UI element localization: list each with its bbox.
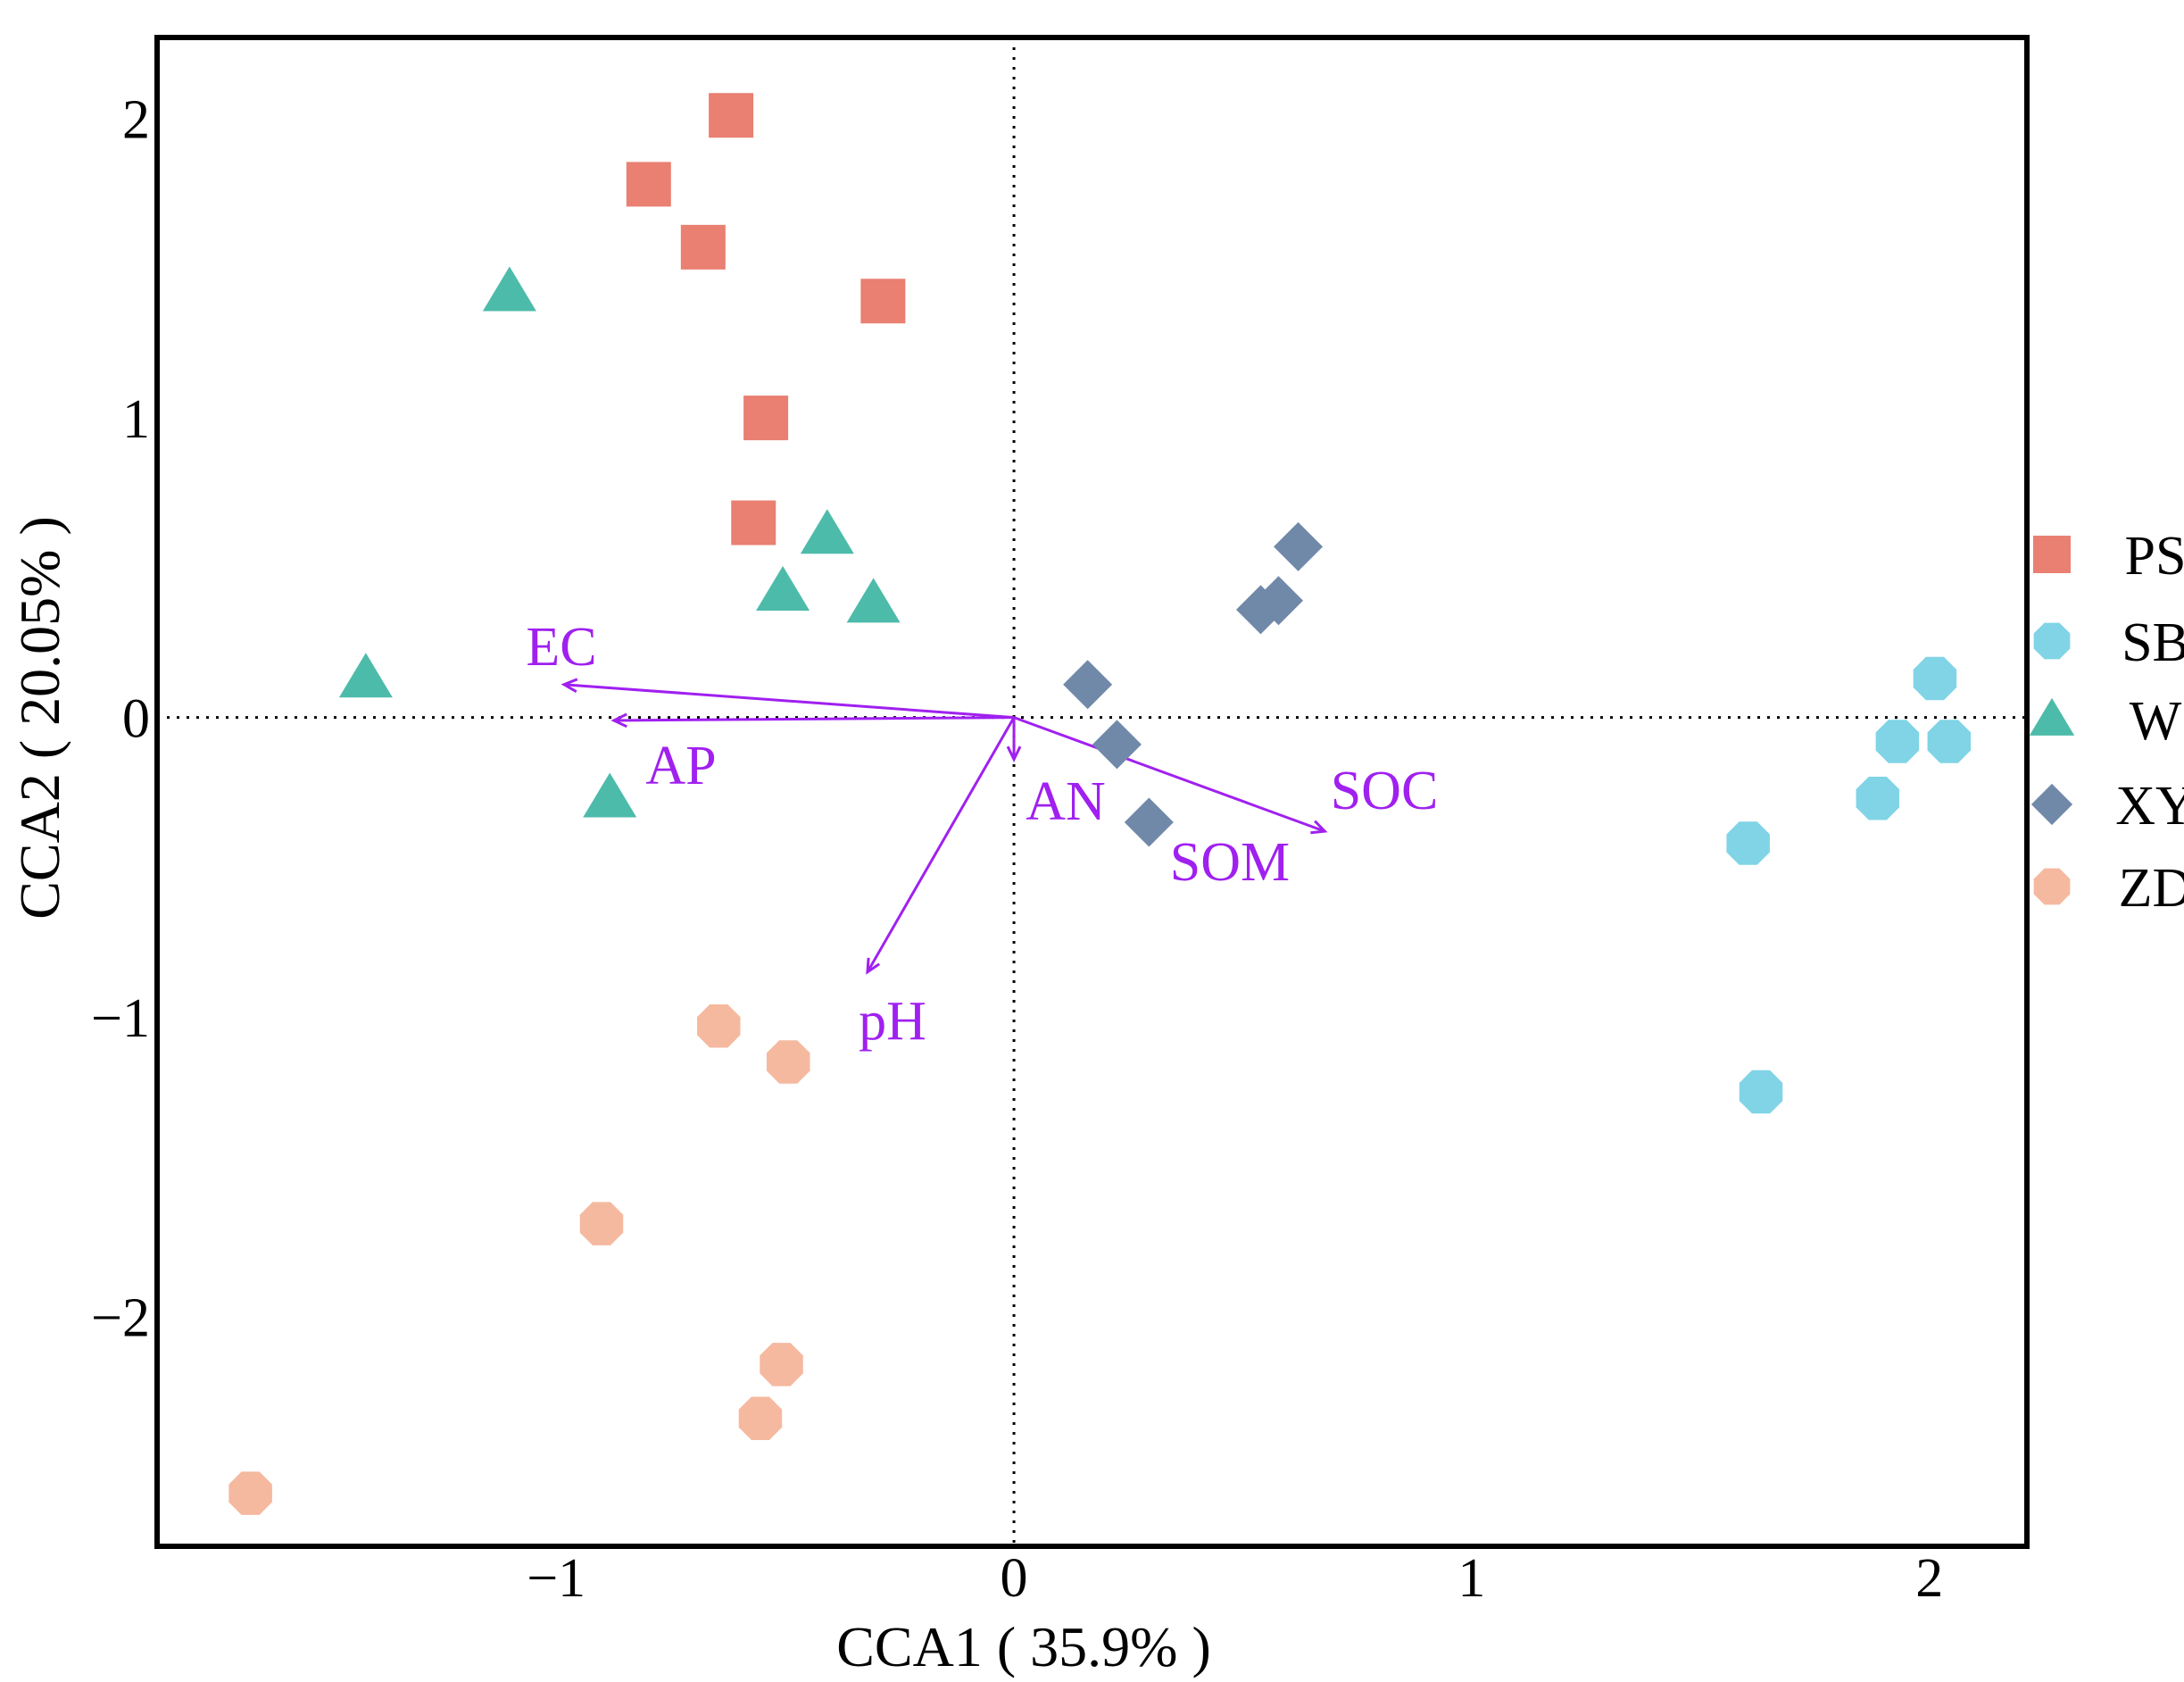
point-ZD xyxy=(228,1471,272,1515)
y-tick-label: −1 xyxy=(91,988,150,1049)
vector-arrow-AP xyxy=(613,716,1015,722)
point-XY xyxy=(1274,521,1324,571)
point-ZD xyxy=(738,1396,783,1440)
y-tick-label: 0 xyxy=(122,689,150,750)
point-SB xyxy=(1927,720,1972,763)
point-SB xyxy=(1913,656,1957,701)
arrowhead-icon xyxy=(561,678,578,694)
point-W xyxy=(482,266,536,312)
legend-marker-XY xyxy=(2030,783,2073,826)
x-tick-label: 0 xyxy=(1001,1548,1028,1609)
point-PS xyxy=(626,162,671,207)
point-SB xyxy=(1739,1070,1783,1114)
arrowhead-icon xyxy=(866,957,881,975)
plot-frame xyxy=(154,35,2030,1549)
vector-label-SOM: SOM xyxy=(1170,832,1290,893)
vector-arrow-SOC xyxy=(1013,716,1325,833)
point-W xyxy=(756,565,810,611)
point-SB xyxy=(1726,821,1770,865)
y-tick-label: 1 xyxy=(122,389,150,450)
legend-marker-ZD xyxy=(2033,868,2071,905)
point-PS xyxy=(743,396,789,441)
point-PS xyxy=(680,224,726,270)
x-tick-label: 1 xyxy=(1457,1548,1485,1609)
legend-label-SB: SB xyxy=(2122,612,2184,673)
point-ZD xyxy=(579,1202,624,1245)
vector-label-AN: AN xyxy=(1026,771,1106,832)
point-W xyxy=(338,653,393,698)
legend-marker-W xyxy=(2029,697,2075,736)
arrowhead-icon xyxy=(1310,820,1328,835)
point-W xyxy=(846,578,901,623)
point-XY xyxy=(1063,660,1113,710)
legend-marker-SB xyxy=(2033,622,2071,660)
arrowhead-icon xyxy=(610,712,627,729)
point-ZD xyxy=(766,1040,810,1084)
y-tick-label: 2 xyxy=(122,90,150,151)
legend-marker-PS xyxy=(2033,536,2071,573)
point-PS xyxy=(709,93,754,138)
x-axis-label: CCA1 ( 35.9% ) xyxy=(836,1615,1211,1678)
point-SB xyxy=(1856,776,1900,820)
x-tick-label: −1 xyxy=(527,1548,585,1609)
legend-label-PS: PS xyxy=(2125,526,2184,587)
point-XY xyxy=(1235,585,1285,635)
legend-label-XY: XY xyxy=(2115,776,2184,837)
vector-arrow-EC xyxy=(563,683,1015,720)
point-XY xyxy=(1124,797,1174,847)
point-ZD xyxy=(760,1343,803,1386)
vector-label-SOC: SOC xyxy=(1331,761,1439,821)
legend: PS SB W XY ZD xyxy=(2029,526,2184,919)
point-PS xyxy=(731,500,776,545)
vector-label-AP: AP xyxy=(645,736,716,796)
legend-label-W: W xyxy=(2130,691,2182,752)
vector-label-pH: pH xyxy=(859,991,926,1052)
arrowhead-icon xyxy=(1006,745,1022,763)
point-PS xyxy=(860,279,906,324)
legend-label-ZD: ZD xyxy=(2119,858,2184,919)
x-tick-label: 2 xyxy=(1915,1548,1943,1609)
point-ZD xyxy=(697,1003,741,1048)
vector-label-EC: EC xyxy=(526,617,596,678)
point-W xyxy=(583,772,637,818)
y-tick-label: −2 xyxy=(91,1288,150,1349)
vector-arrow-pH xyxy=(866,716,1016,973)
y-axis-label: CCA2 ( 20.05% ) xyxy=(8,516,71,920)
point-XY xyxy=(1092,720,1142,770)
point-SB xyxy=(1875,720,1920,763)
point-W xyxy=(800,509,854,554)
